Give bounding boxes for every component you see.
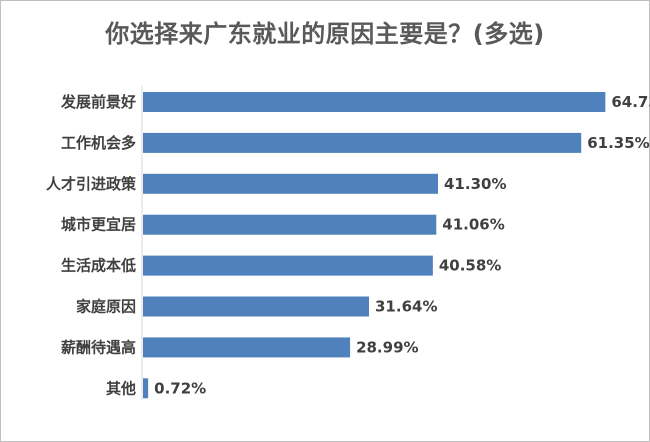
category-label: 工作机会多 [61, 134, 136, 152]
bar [143, 296, 369, 317]
bar [143, 132, 582, 153]
data-label: 31.64% [375, 298, 437, 316]
category-label: 人才引进政策 [46, 175, 137, 193]
bar [143, 214, 437, 235]
data-label: 28.99% [356, 338, 418, 356]
bar [143, 255, 433, 276]
chart-title: 你选择来广东就业的原因主要是？(多选) [105, 20, 545, 48]
data-label: 40.58% [439, 257, 501, 275]
data-label: 41.30% [444, 175, 506, 193]
bar [143, 173, 438, 194]
data-label: 64.73% [611, 93, 650, 111]
category-label: 城市更宜居 [61, 216, 136, 234]
bar [143, 92, 606, 112]
category-label: 生活成本低 [61, 257, 136, 275]
category-label: 其他 [106, 379, 136, 397]
category-label: 薪酬待遇高 [61, 338, 136, 356]
bar [143, 378, 149, 399]
data-label: 61.35% [587, 134, 649, 152]
bar [143, 337, 351, 358]
data-label: 0.72% [154, 379, 206, 397]
data-label: 41.06% [442, 216, 504, 234]
category-label: 发展前景好 [60, 93, 136, 111]
category-label: 家庭原因 [76, 298, 136, 316]
